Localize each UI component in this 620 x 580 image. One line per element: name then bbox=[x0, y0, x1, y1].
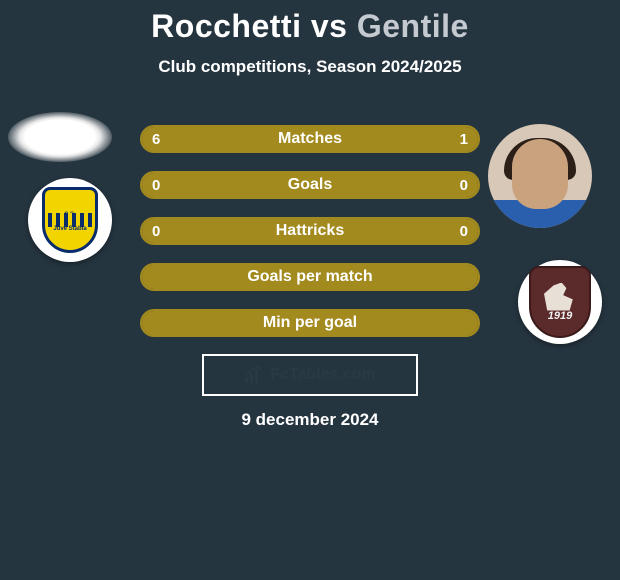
stat-bar-label: Goals per match bbox=[142, 265, 478, 289]
brand-box: FcTables.com bbox=[202, 354, 418, 396]
stat-bar-row: 61Matches bbox=[140, 125, 480, 153]
player2-photo bbox=[488, 124, 592, 228]
player1-photo bbox=[8, 112, 112, 162]
stat-bar-label: Matches bbox=[142, 127, 478, 151]
stat-bar-row: Goals per match bbox=[140, 263, 480, 291]
stat-bars: 61Matches 00Goals 00Hattricks Goals per mat… bbox=[140, 125, 480, 355]
player1-club-badge: S.S. Juve Stabia bbox=[28, 178, 112, 262]
page-title: Rocchetti vs Gentile bbox=[0, 0, 620, 45]
title-player1: Rocchetti bbox=[151, 8, 301, 44]
stat-bar-label: Hattricks bbox=[142, 219, 478, 243]
club1-text-bottom: Juve Stabia bbox=[53, 226, 86, 232]
stat-bar-label: Goals bbox=[142, 173, 478, 197]
title-vs: vs bbox=[311, 8, 348, 44]
date: 9 december 2024 bbox=[0, 410, 620, 430]
club2-year: 1919 bbox=[548, 310, 572, 322]
stat-bar-row: Min per goal bbox=[140, 309, 480, 337]
brand-text: FcTables.com bbox=[270, 366, 376, 384]
stat-bar-row: 00Hattricks bbox=[140, 217, 480, 245]
subtitle: Club competitions, Season 2024/2025 bbox=[0, 57, 620, 77]
stat-bar-label: Min per goal bbox=[142, 311, 478, 335]
player2-club-badge: 1919 bbox=[518, 260, 602, 344]
chart-icon bbox=[244, 366, 264, 384]
title-player2: Gentile bbox=[357, 8, 469, 44]
stat-bar-row: 00Goals bbox=[140, 171, 480, 199]
